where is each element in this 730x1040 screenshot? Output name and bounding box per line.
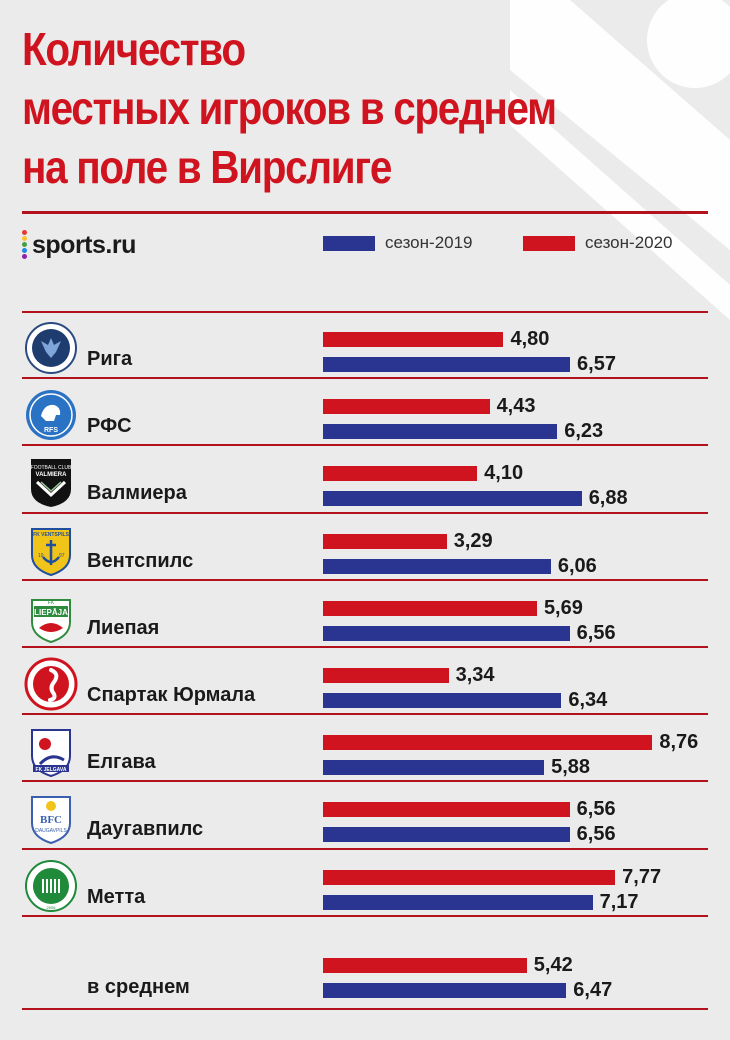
legend-2020: сезон-2020	[523, 232, 673, 254]
value-2020-3: 3,29	[453, 529, 493, 552]
team-name-2: Валмиера	[87, 482, 187, 505]
jelgava-crest-icon: FK JELGAVA	[31, 729, 71, 778]
value-2019-4: 6,56	[576, 621, 616, 644]
logo-dots-icon	[22, 230, 28, 260]
logo-text: sports.ru	[32, 230, 136, 259]
value-2019-0: 6,57	[577, 353, 616, 375]
legend-swatch-2019	[323, 235, 375, 251]
row-separator-4	[22, 646, 708, 648]
bar-2019-average	[323, 983, 567, 998]
value-2020-average: 5,42	[533, 954, 573, 976]
header-rule	[22, 211, 708, 214]
team-name-0: Рига	[87, 348, 133, 370]
liepaja-crest-icon: FK LIEPĀJA	[31, 598, 71, 643]
bar-2019-4	[323, 625, 570, 641]
svg-text:2006: 2006	[47, 905, 57, 910]
value-2020-0: 4,80	[510, 328, 550, 350]
svg-text:97: 97	[59, 553, 65, 559]
svg-text:FK VENTSPILS: FK VENTSPILS	[33, 532, 70, 538]
value-2020-1: 4,43	[496, 395, 536, 418]
legend-2019: сезон-2019	[323, 232, 473, 254]
bar-2019-2	[323, 491, 582, 507]
value-2020-7: 6,56	[576, 798, 616, 821]
team-name-4: Лиепая	[87, 616, 160, 639]
bar-2020-7	[323, 802, 570, 818]
legend-label-2020: сезон-2020	[585, 233, 673, 252]
svg-text:RFS: RFS	[44, 427, 58, 434]
row-separator-0	[22, 377, 708, 379]
sports-ru-logo: sports.ru	[22, 228, 136, 262]
svg-text:VALMIERA: VALMIERA	[36, 472, 68, 478]
bar-2019-7	[323, 827, 570, 843]
bar-2020-average	[323, 958, 527, 973]
bar-2019-1	[323, 424, 558, 440]
team-name-8: Метта	[87, 885, 146, 908]
value-2020-4: 5,69	[543, 596, 583, 619]
team-name-6: Елгава	[87, 751, 156, 774]
bar-2019-5	[323, 693, 562, 708]
svg-text:FOOTBALL CLUB: FOOTBALL CLUB	[31, 465, 72, 471]
row-separator-2	[22, 512, 708, 514]
svg-text:LIEPĀJA: LIEPĀJA	[34, 608, 68, 617]
value-2019-7: 6,56	[576, 823, 616, 846]
legend-label-2019: сезон-2019	[385, 233, 473, 252]
row-separator-1	[22, 444, 708, 446]
row-separator-5	[22, 713, 708, 715]
bar-2019-6	[323, 760, 545, 776]
svg-text:19: 19	[38, 553, 44, 559]
ventspils-anchor-icon: FK VENTSPILS 19 97	[31, 527, 71, 576]
svg-text:BFC: BFC	[40, 814, 62, 826]
daugavpils-crest-icon: BFC DAUGAVPILS	[31, 796, 71, 845]
team-name-3: Вентспилс	[87, 549, 194, 572]
legend-swatch-2020	[523, 235, 575, 251]
riga-crest-icon	[25, 322, 77, 374]
bar-2020-6	[323, 735, 653, 751]
value-2019-5: 6,34	[568, 689, 608, 711]
average-label: в среднем	[87, 976, 190, 998]
bar-2019-0	[323, 357, 571, 372]
value-2019-1: 6,23	[564, 420, 604, 443]
team-name-7: Даугавпилс	[87, 818, 204, 841]
value-2019-2: 6,88	[588, 487, 628, 510]
value-2019-8: 7,17	[599, 890, 639, 913]
value-2020-8: 7,77	[622, 865, 662, 888]
value-2019-average: 6,47	[573, 979, 613, 1001]
spartaks-seahorse-icon	[24, 657, 78, 711]
team-name-5: Спартак Юрмала	[87, 684, 256, 706]
value-2019-3: 6,06	[557, 554, 597, 577]
bar-2020-3	[323, 533, 447, 549]
rfs-lion-icon: RFS	[26, 390, 76, 441]
bottom-rule	[22, 1008, 708, 1010]
bar-2019-3	[323, 558, 551, 574]
team-name-1: РФС	[87, 415, 132, 438]
title-line-1: Количество	[22, 23, 246, 75]
value-2019-6: 5,88	[551, 756, 591, 779]
value-2020-6: 8,76	[659, 731, 699, 754]
bar-2019-8	[323, 894, 593, 910]
row-separator-8	[22, 915, 708, 917]
chart-top-rule	[22, 311, 708, 313]
title-line-3: на поле в Вирслиге	[22, 141, 392, 193]
title-line-2: местных игроков в среднем	[22, 82, 557, 134]
row-separator-3	[22, 579, 708, 581]
bar-2020-5	[323, 668, 449, 683]
bar-2020-8	[323, 869, 616, 885]
value-2020-2: 4,10	[484, 462, 524, 485]
value-2020-5: 3,34	[455, 664, 495, 686]
bar-2020-4	[323, 600, 537, 616]
page-title: Количество местных игроков в среднем на …	[22, 20, 557, 197]
row-separator-7	[22, 848, 708, 850]
bar-2020-2	[323, 466, 478, 482]
metta-circle-icon: 2006	[25, 859, 77, 912]
row-separator-6	[22, 780, 708, 782]
svg-text:FK: FK	[48, 600, 55, 606]
bar-2020-0	[323, 332, 504, 347]
svg-text:DAUGAVPILS: DAUGAVPILS	[35, 828, 67, 834]
svg-text:FK JELGAVA: FK JELGAVA	[36, 767, 67, 773]
bar-2020-1	[323, 399, 490, 415]
